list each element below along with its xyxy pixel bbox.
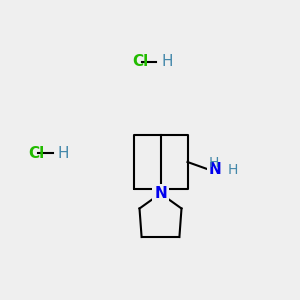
Text: H: H xyxy=(208,156,219,170)
Text: Cl: Cl xyxy=(132,54,148,69)
Text: N: N xyxy=(208,162,221,177)
Text: H: H xyxy=(227,163,238,176)
Text: H: H xyxy=(58,146,69,160)
Text: H: H xyxy=(161,54,173,69)
Text: Cl: Cl xyxy=(28,146,45,160)
Text: N: N xyxy=(154,186,167,201)
